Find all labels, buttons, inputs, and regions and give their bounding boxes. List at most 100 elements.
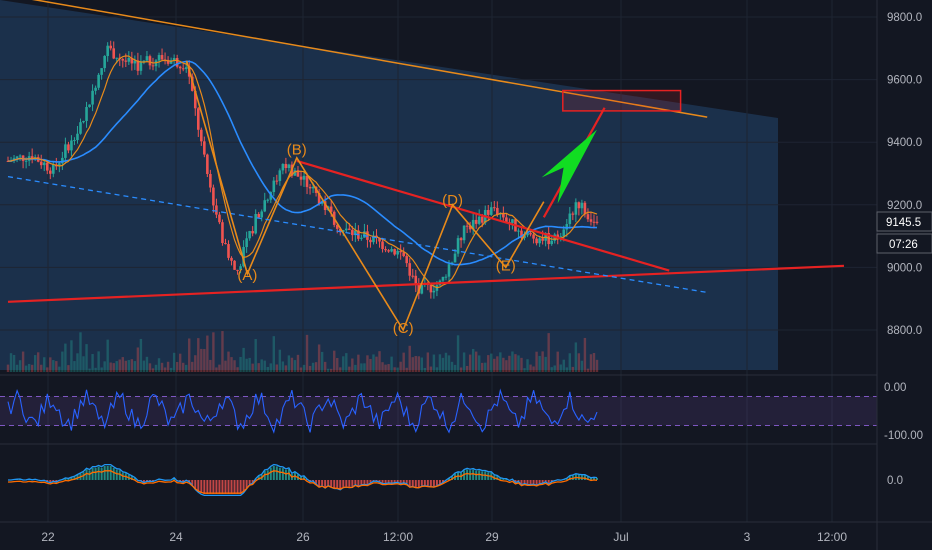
candle-body[interactable] xyxy=(94,87,97,91)
candle-body[interactable] xyxy=(378,238,381,242)
candle-body[interactable] xyxy=(145,56,149,61)
candle-body[interactable] xyxy=(248,231,251,239)
rsi-line[interactable] xyxy=(7,388,598,434)
candle-body[interactable] xyxy=(595,221,599,223)
candle-body[interactable] xyxy=(160,55,164,60)
candle-body[interactable] xyxy=(166,59,170,64)
candle-body[interactable] xyxy=(559,236,563,238)
candle-body[interactable] xyxy=(580,202,584,209)
candle-body[interactable] xyxy=(459,238,463,241)
candle-body[interactable] xyxy=(296,170,300,177)
candle-body[interactable] xyxy=(260,211,264,218)
candle-body[interactable] xyxy=(151,65,155,67)
candle-body[interactable] xyxy=(369,239,372,243)
candle-body[interactable] xyxy=(317,192,321,204)
candle-body[interactable] xyxy=(311,186,315,189)
candle-body[interactable] xyxy=(203,141,206,155)
candle-body[interactable] xyxy=(329,206,333,212)
candle-body[interactable] xyxy=(354,230,357,236)
candle-body[interactable] xyxy=(502,212,505,218)
candle-body[interactable] xyxy=(335,224,339,229)
candle-body[interactable] xyxy=(568,213,572,225)
candle-body[interactable] xyxy=(493,207,496,209)
candle-body[interactable] xyxy=(432,290,436,293)
candle-body[interactable] xyxy=(348,228,351,230)
candle-body[interactable] xyxy=(206,154,209,174)
candle-body[interactable] xyxy=(299,176,303,180)
candle-body[interactable] xyxy=(505,217,508,223)
macd-signal-line[interactable] xyxy=(8,470,598,494)
candle-body[interactable] xyxy=(308,186,312,189)
candle-body[interactable] xyxy=(444,276,448,278)
candle-body[interactable] xyxy=(402,252,405,257)
candle-body[interactable] xyxy=(61,157,64,164)
candle-body[interactable] xyxy=(523,235,526,239)
candle-body[interactable] xyxy=(139,61,143,71)
candle-body[interactable] xyxy=(341,230,345,232)
candle-body[interactable] xyxy=(562,229,566,237)
candle-body[interactable] xyxy=(284,164,288,169)
trend-line[interactable] xyxy=(296,159,670,272)
candle-body[interactable] xyxy=(272,180,276,193)
candle-body[interactable] xyxy=(109,45,112,49)
candle-body[interactable] xyxy=(526,233,529,236)
candle-body[interactable] xyxy=(196,108,200,130)
candle-body[interactable] xyxy=(535,238,538,244)
candle-body[interactable] xyxy=(278,170,282,182)
candle-body[interactable] xyxy=(592,221,596,223)
candle-body[interactable] xyxy=(408,263,412,276)
candle-body[interactable] xyxy=(287,164,291,169)
candle-body[interactable] xyxy=(517,230,520,232)
moving-average-orange[interactable] xyxy=(7,55,598,289)
target-box[interactable] xyxy=(562,89,682,112)
candle-body[interactable] xyxy=(172,57,176,61)
candle-body[interactable] xyxy=(67,144,70,151)
candle-body[interactable] xyxy=(414,275,418,285)
candle-body[interactable] xyxy=(538,238,541,244)
candle-body[interactable] xyxy=(251,231,254,234)
candle-body[interactable] xyxy=(447,264,451,277)
candle-body[interactable] xyxy=(136,60,140,71)
candle-body[interactable] xyxy=(112,48,116,59)
candle-body[interactable] xyxy=(79,122,82,134)
candle-body[interactable] xyxy=(88,104,91,108)
candle-body[interactable] xyxy=(82,120,85,123)
candle-body[interactable] xyxy=(76,133,79,141)
candle-body[interactable] xyxy=(24,160,28,162)
trend-line[interactable] xyxy=(7,264,845,303)
candle-body[interactable] xyxy=(405,256,409,264)
candle-body[interactable] xyxy=(218,214,221,223)
candle-body[interactable] xyxy=(18,155,22,157)
candle-body[interactable] xyxy=(577,202,581,209)
candle-body[interactable] xyxy=(193,90,197,109)
candle-body[interactable] xyxy=(175,57,179,67)
candle-body[interactable] xyxy=(70,140,73,151)
candle-body[interactable] xyxy=(583,202,587,215)
candle-body[interactable] xyxy=(148,56,152,66)
candle-body[interactable] xyxy=(200,129,203,142)
candle-body[interactable] xyxy=(257,214,261,218)
candle-body[interactable] xyxy=(42,162,46,166)
candles[interactable] xyxy=(6,40,599,300)
candle-body[interactable] xyxy=(396,250,399,255)
candle-body[interactable] xyxy=(465,225,469,227)
candle-body[interactable] xyxy=(245,238,248,248)
candle-body[interactable] xyxy=(64,144,67,158)
macd-panel[interactable] xyxy=(8,463,598,497)
candle-body[interactable] xyxy=(384,249,387,251)
candle-body[interactable] xyxy=(574,202,578,215)
candle-body[interactable] xyxy=(477,216,481,224)
candle-body[interactable] xyxy=(263,200,267,212)
candle-body[interactable] xyxy=(571,213,575,215)
candle-body[interactable] xyxy=(233,260,236,270)
candle-body[interactable] xyxy=(178,66,182,69)
candle-body[interactable] xyxy=(169,60,173,64)
candle-body[interactable] xyxy=(468,225,472,230)
candle-body[interactable] xyxy=(230,257,233,261)
candle-body[interactable] xyxy=(372,235,375,243)
candle-body[interactable] xyxy=(281,164,285,171)
candle-body[interactable] xyxy=(471,219,475,230)
candle-body[interactable] xyxy=(556,234,560,238)
candle-body[interactable] xyxy=(363,231,366,238)
